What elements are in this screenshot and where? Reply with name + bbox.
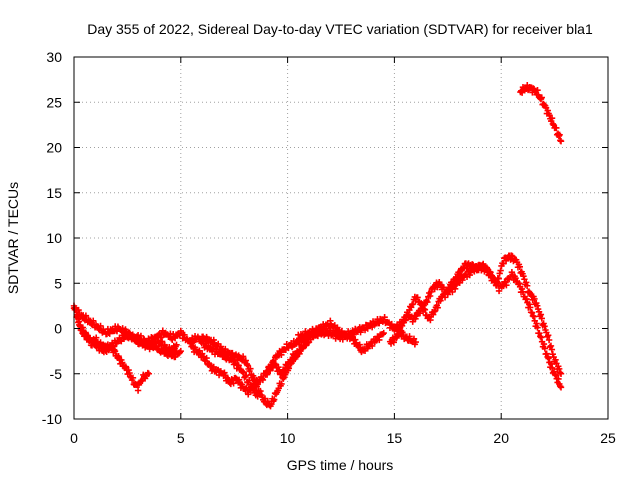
x-tick-labels: 0 5 10 15 20 25	[70, 430, 616, 446]
y-tick-label: 10	[46, 230, 62, 246]
series-markers-track-j	[391, 252, 565, 377]
x-tick-label: 25	[600, 430, 616, 446]
tick-marks	[73, 56, 609, 420]
y-tick-label: 5	[54, 275, 62, 291]
data-series-track-j	[391, 252, 565, 377]
series-markers-track-f	[198, 333, 313, 410]
data-series-track-h	[295, 317, 387, 356]
x-axis-label: GPS time / hours	[287, 457, 394, 473]
y-tick-label: 25	[46, 94, 62, 110]
data-series-track-k	[517, 81, 565, 145]
series-markers-track-k	[517, 81, 565, 145]
x-tick-label: 0	[70, 430, 78, 446]
y-tick-label: -5	[50, 366, 63, 382]
data-series-track-f	[198, 333, 313, 410]
x-tick-label: 20	[493, 430, 509, 446]
y-tick-label: -10	[42, 411, 62, 427]
y-tick-label: 15	[46, 185, 62, 201]
x-tick-label: 10	[280, 430, 296, 446]
series-markers-track-h	[295, 317, 387, 356]
chart-title: Day 355 of 2022, Sidereal Day-to-day VTE…	[87, 21, 593, 37]
y-tick-label: 20	[46, 140, 62, 156]
data-points	[70, 81, 565, 410]
y-tick-labels: -10 -5 0 5 10 15 20 25 30	[42, 49, 62, 427]
y-tick-label: 0	[54, 321, 62, 337]
y-tick-label: 30	[46, 49, 62, 65]
x-tick-label: 15	[387, 430, 403, 446]
y-axis-label: SDTVAR / TECUs	[5, 182, 21, 294]
x-tick-label: 5	[177, 430, 185, 446]
